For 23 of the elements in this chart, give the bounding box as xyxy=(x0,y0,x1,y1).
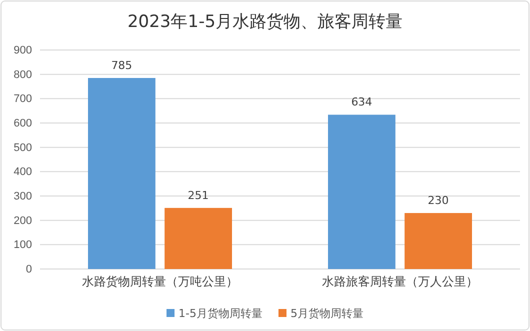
x-tick-label: 水路旅客周转量（万人公里） xyxy=(322,274,478,289)
y-tick-label: 0 xyxy=(26,264,32,276)
x-tick-label: 水路货物周转量（万吨公里） xyxy=(82,274,238,289)
y-tick-label: 100 xyxy=(14,239,32,252)
y-tick-label: 800 xyxy=(14,68,32,81)
bar xyxy=(88,78,156,269)
y-tick-label: 500 xyxy=(14,142,32,154)
data-label: 634 xyxy=(351,96,372,109)
data-label: 785 xyxy=(111,58,132,72)
chart-title: 2023年1-5月水路货物、旅客周转量 xyxy=(127,12,403,32)
y-tick-label: 900 xyxy=(14,44,32,57)
y-tick-label: 400 xyxy=(14,166,32,178)
data-label: 251 xyxy=(188,188,209,202)
data-label: 230 xyxy=(428,194,449,208)
y-tick-label: 700 xyxy=(14,93,32,106)
y-tick-label: 600 xyxy=(14,118,32,130)
bar xyxy=(328,114,396,269)
legend-label: 1-5月货物周转量 xyxy=(178,307,262,320)
y-tick-label: 300 xyxy=(14,190,32,203)
bar xyxy=(404,213,472,269)
legend-label: 5月货物周转量 xyxy=(290,307,364,320)
y-tick-label: 200 xyxy=(14,214,32,227)
bar xyxy=(164,208,232,269)
